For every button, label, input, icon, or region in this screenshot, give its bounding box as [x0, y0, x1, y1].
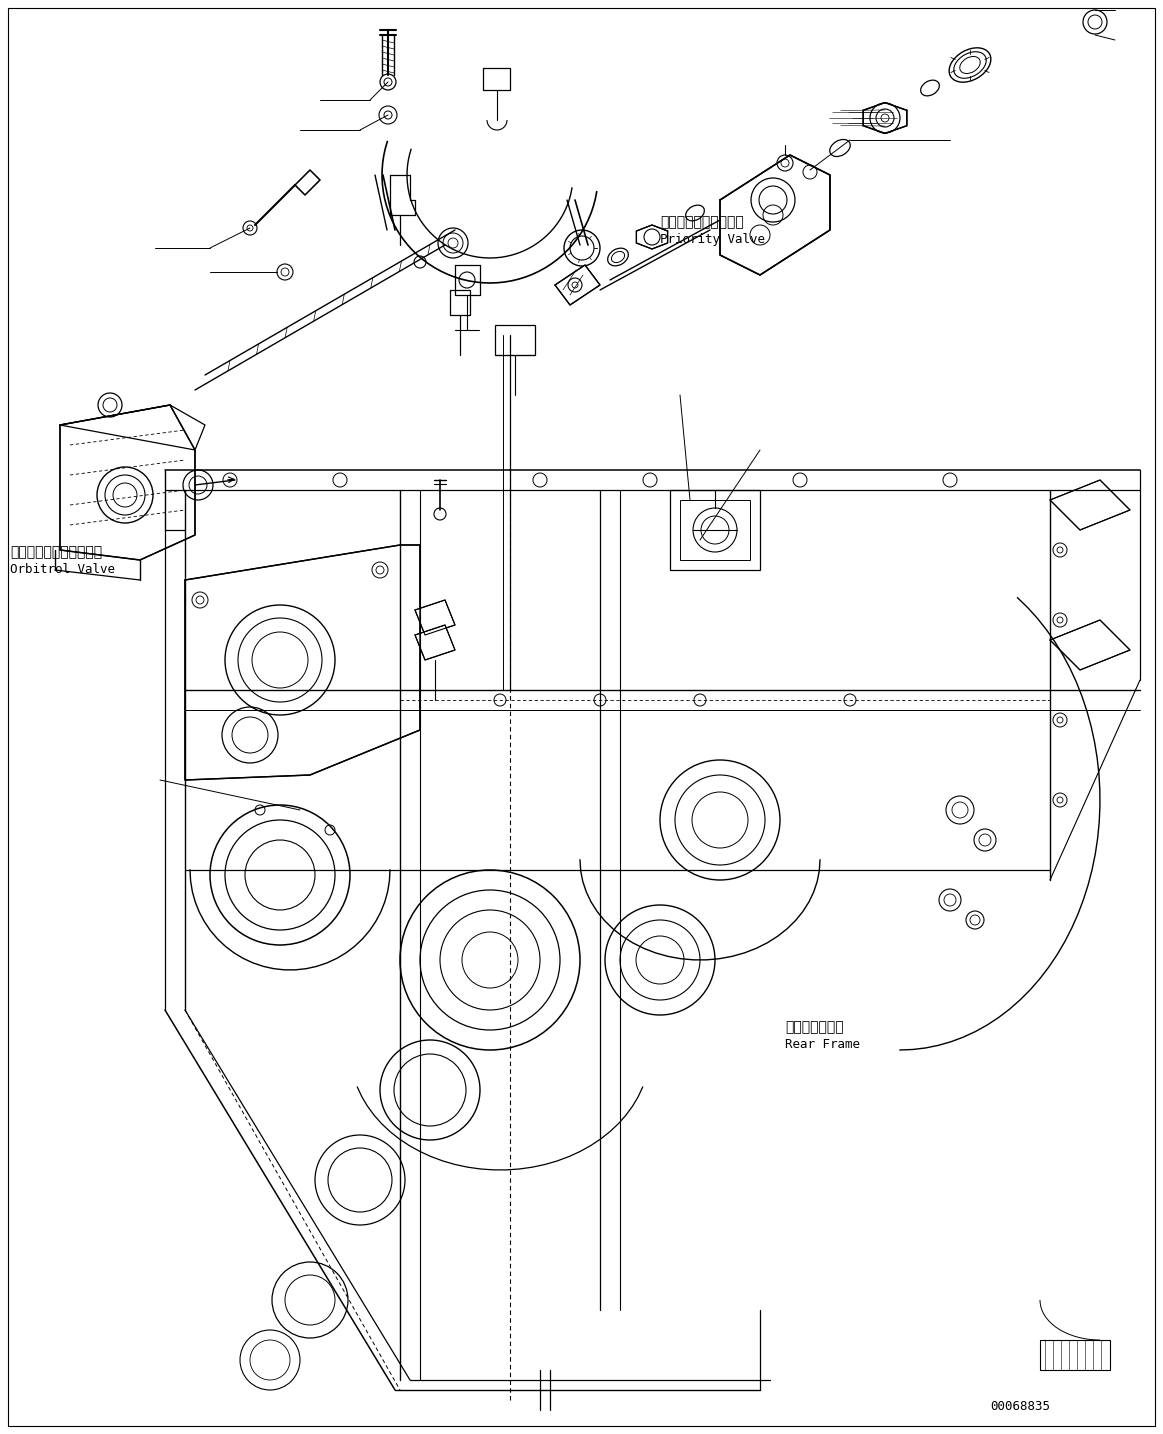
- Polygon shape: [863, 103, 907, 133]
- Polygon shape: [1050, 480, 1130, 531]
- Polygon shape: [185, 545, 420, 780]
- Bar: [680, 500, 750, 561]
- Bar: [670, 490, 759, 569]
- Polygon shape: [415, 599, 455, 635]
- Bar: [1040, 1339, 1110, 1369]
- Polygon shape: [555, 265, 600, 305]
- Polygon shape: [295, 171, 320, 195]
- Text: Orbitrol Valve: Orbitrol Valve: [10, 564, 115, 576]
- Polygon shape: [60, 404, 195, 561]
- Polygon shape: [415, 625, 455, 660]
- Text: Priority Valve: Priority Valve: [659, 232, 765, 247]
- Polygon shape: [1050, 619, 1130, 670]
- Text: 00068835: 00068835: [990, 1400, 1050, 1412]
- Text: プライオリティバルブ: プライオリティバルブ: [659, 215, 744, 229]
- Bar: [495, 326, 535, 356]
- Text: リヤーフレーム: リヤーフレーム: [785, 1020, 843, 1034]
- Text: オービットロールバルブ: オービットロールバルブ: [10, 545, 102, 559]
- Polygon shape: [636, 225, 668, 250]
- Polygon shape: [720, 155, 830, 275]
- Text: Rear Frame: Rear Frame: [785, 1038, 859, 1051]
